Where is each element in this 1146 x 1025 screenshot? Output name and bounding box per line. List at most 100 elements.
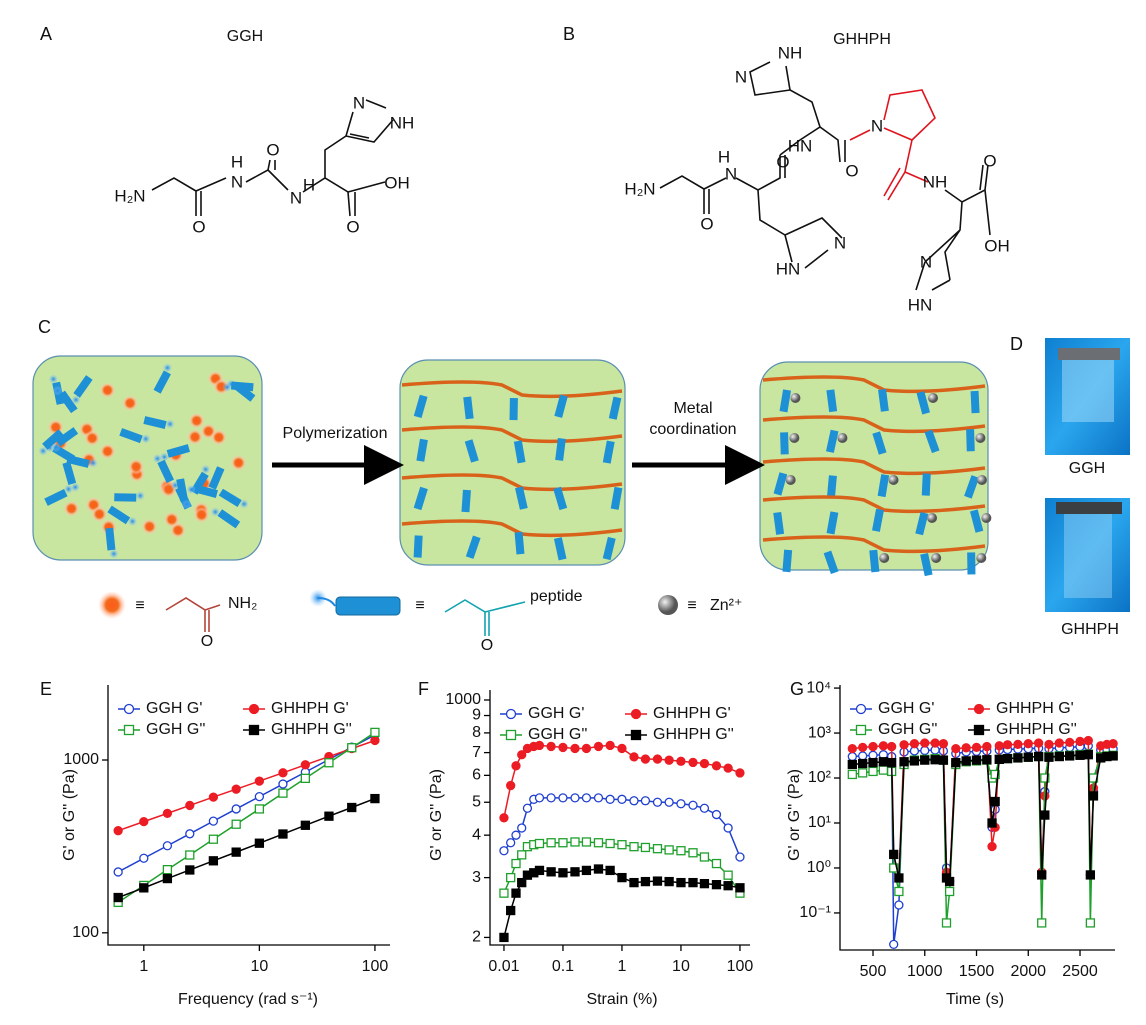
marker	[162, 841, 173, 851]
marker	[938, 739, 949, 749]
axis	[839, 685, 1115, 951]
marker	[878, 741, 889, 751]
monomer	[193, 506, 210, 523]
peptide-rod	[780, 432, 789, 455]
legend-marker	[855, 703, 867, 715]
peptide-tip	[239, 498, 250, 509]
marker	[581, 865, 592, 876]
peptide-rod-body	[773, 511, 785, 535]
marker	[1033, 738, 1044, 748]
equivalence: ≡	[135, 597, 144, 614]
atom: N	[834, 233, 846, 252]
marker	[511, 761, 521, 771]
marker	[278, 829, 288, 839]
peptide-rod	[153, 362, 173, 394]
peptide-rod	[782, 549, 793, 573]
legend-marker	[630, 708, 642, 720]
polymer-chain	[762, 457, 986, 476]
x-tick-label: 2500	[1062, 963, 1098, 980]
marker	[324, 811, 334, 821]
peptide-rod-body	[826, 475, 837, 498]
atom: H	[718, 147, 730, 166]
marker	[847, 751, 857, 762]
marker	[185, 850, 195, 860]
peptide-rod-body	[105, 527, 116, 551]
step-label: Polymerization	[283, 425, 388, 442]
marker	[534, 838, 545, 849]
y-axis-label: G' or G'' (Pa)	[428, 769, 445, 861]
polymer-chain	[762, 495, 986, 514]
marker	[370, 727, 380, 738]
peptide-rod	[515, 486, 528, 510]
panel-label: B	[563, 24, 575, 44]
peptide-rod-body	[553, 486, 568, 511]
peptide-rod-body	[58, 390, 78, 414]
x-tick-label: 100	[727, 958, 754, 975]
marker	[699, 852, 710, 862]
peptide-rod	[461, 489, 471, 513]
marker	[570, 743, 580, 754]
peptide-rod-body	[779, 389, 792, 413]
peptide-rod	[826, 389, 838, 413]
peptide-rod-body	[153, 370, 171, 394]
marker	[990, 796, 1000, 807]
atom: HN	[776, 259, 801, 278]
peptide-rod-body	[55, 427, 79, 447]
marker	[941, 918, 952, 928]
peptide-rod-body	[877, 474, 890, 498]
monomer	[141, 518, 158, 535]
peptide-rod	[920, 552, 933, 577]
peptide-rod	[62, 461, 81, 493]
peptide-tip	[152, 453, 163, 464]
marker	[1085, 870, 1096, 880]
peptide-rod-body	[514, 531, 525, 555]
x-tick-label: 1	[618, 958, 627, 975]
marker	[231, 819, 241, 829]
marker	[113, 867, 123, 877]
marker	[511, 858, 521, 869]
marker	[231, 784, 241, 794]
marker	[961, 743, 971, 753]
peptide-rod	[176, 478, 192, 510]
x-tick-label: 100	[362, 958, 389, 975]
marker	[546, 867, 556, 877]
legend-label: GGH G''	[528, 726, 587, 743]
marker	[894, 873, 904, 883]
peptide-label: peptide	[530, 588, 583, 605]
peptide-rod-body	[554, 394, 568, 418]
marker	[558, 742, 568, 753]
marker	[640, 754, 651, 764]
peptide-rod	[114, 490, 146, 502]
peptide-rod-body	[62, 461, 77, 485]
marker	[994, 741, 1004, 751]
peptide-rod	[143, 416, 176, 430]
marker	[894, 886, 904, 897]
peptide-rod-body	[157, 459, 174, 484]
marker	[1040, 773, 1050, 783]
polymer-chain	[762, 415, 986, 434]
atom: H₂N	[624, 179, 655, 198]
marker	[735, 852, 745, 862]
peptide-rod	[222, 381, 254, 393]
peptide-rod	[610, 486, 623, 510]
marker	[688, 757, 698, 768]
marker	[517, 850, 527, 860]
atom: NH	[923, 172, 948, 191]
peptide-rod	[916, 391, 931, 415]
marker	[699, 758, 710, 769]
y-tick-label: 10²	[808, 769, 832, 786]
marker	[982, 741, 992, 752]
series-line	[117, 797, 376, 899]
peptide-rod	[553, 486, 568, 511]
peptide-tip	[181, 499, 192, 510]
acrylamide	[165, 597, 221, 632]
peptide-rod-body	[826, 389, 838, 413]
legend-label: GGH G''	[146, 721, 205, 738]
peptide-rod-body	[916, 391, 931, 415]
peptide-rod-body	[878, 388, 889, 412]
marker	[664, 845, 674, 855]
zinc	[789, 433, 800, 443]
monomer	[163, 511, 180, 528]
marker	[1083, 750, 1093, 760]
marker	[688, 800, 698, 810]
